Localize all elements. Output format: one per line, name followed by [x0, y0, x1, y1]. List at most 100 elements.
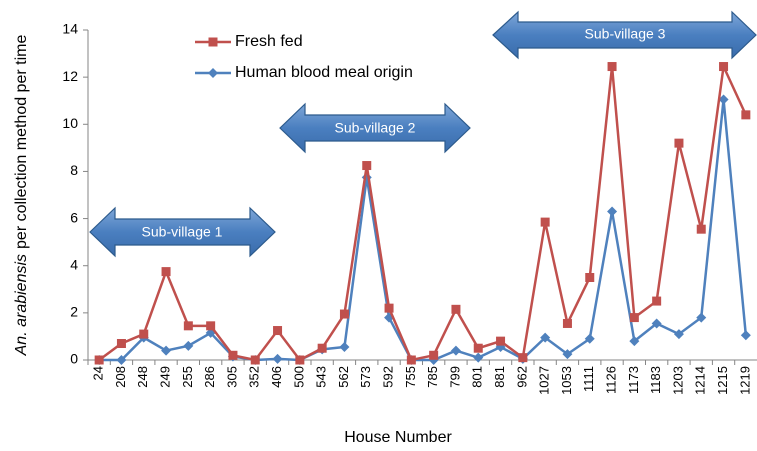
data-point: [183, 340, 194, 351]
y-axis-label-italic: An. arabiensis: [13, 254, 30, 356]
data-point: [161, 345, 172, 356]
x-tick-label: 248: [135, 366, 150, 388]
data-point: [228, 350, 238, 360]
data-point: [673, 329, 684, 340]
legend-label: Fresh fed: [235, 33, 303, 50]
data-point: [584, 333, 595, 344]
data-point: [651, 318, 662, 329]
data-point: [473, 352, 484, 363]
y-tick-label: 6: [70, 209, 78, 225]
x-tick-label: 286: [202, 366, 217, 388]
sub-village-arrow: Sub-village 1: [89, 206, 276, 258]
legend-label: Human blood meal origin: [235, 64, 413, 81]
x-tick-label: 255: [180, 366, 195, 388]
x-tick-label: 1203: [670, 366, 685, 395]
x-tick-label: 755: [403, 366, 418, 388]
data-point: [206, 321, 216, 331]
y-tick-label: 4: [70, 256, 78, 272]
data-point: [585, 273, 595, 282]
data-point: [450, 345, 461, 356]
x-tick-label: 1126: [603, 366, 618, 394]
data-point: [406, 355, 416, 365]
data-point: [696, 224, 706, 234]
x-tick-label: 500: [291, 366, 306, 388]
x-tick-label: 1027: [537, 366, 552, 395]
x-tick-label: 1053: [559, 366, 574, 395]
x-tick-label: 305: [224, 366, 239, 388]
data-point: [562, 318, 572, 328]
data-point: [562, 349, 573, 360]
data-point: [273, 326, 283, 336]
data-point: [696, 312, 707, 323]
x-tick-label: 1214: [693, 366, 708, 395]
x-tick-label: 208: [113, 366, 128, 388]
data-point: [384, 303, 394, 313]
data-point: [317, 343, 327, 353]
data-point: [362, 161, 372, 171]
data-point: [183, 321, 193, 331]
data-point: [339, 342, 350, 353]
x-axis-label: House Number: [344, 429, 452, 446]
annotation: Sub-village 1: [142, 224, 223, 240]
x-tick-label: 962: [514, 366, 529, 388]
x-tick-label: 1173: [626, 366, 641, 394]
x-tick-label: 406: [269, 366, 284, 388]
data-point: [540, 217, 550, 227]
y-tick-label: 8: [70, 162, 78, 178]
data-point: [629, 336, 640, 347]
x-tick-label: 1183: [648, 366, 663, 394]
data-point: [451, 304, 461, 314]
annotation: Sub-village 2: [335, 120, 416, 136]
data-point: [429, 350, 439, 360]
y-axis-label-rest: per collection method per time: [13, 35, 30, 249]
y-tick-label: 14: [62, 21, 78, 37]
x-tick-label: 799: [447, 366, 462, 388]
data-point: [116, 355, 127, 365]
data-point: [496, 336, 506, 346]
sub-village-arrow: Sub-village 3: [492, 10, 757, 60]
data-point: [741, 110, 751, 120]
x-tick-label: 801: [470, 366, 485, 388]
data-point: [94, 355, 104, 365]
y-tick-label: 12: [62, 68, 78, 84]
data-point: [250, 355, 260, 365]
data-point: [295, 355, 305, 365]
data-point: [161, 267, 171, 277]
data-point: [674, 138, 684, 148]
x-tick-label: 352: [247, 366, 262, 388]
series-line: [98, 62, 747, 362]
y-tick-label: 10: [62, 115, 78, 131]
y-tick-label: 2: [70, 304, 78, 320]
legend-marker: [208, 68, 218, 78]
data-point: [740, 330, 751, 341]
data-point: [473, 343, 483, 353]
x-tick-label: 543: [314, 366, 329, 388]
x-tick-label: 24: [91, 366, 106, 380]
x-tick-label: 785: [425, 366, 440, 388]
data-point: [339, 309, 349, 319]
data-point: [719, 62, 729, 72]
y-tick-label: 0: [70, 351, 78, 367]
data-point: [272, 353, 283, 364]
annotation: Sub-village 3: [585, 26, 666, 42]
data-point: [116, 339, 126, 348]
data-point: [718, 94, 729, 105]
x-tick-label: 1219: [737, 366, 752, 395]
data-point: [540, 332, 551, 343]
data-point: [139, 329, 149, 339]
data-point: [518, 353, 528, 363]
x-tick-label: 881: [492, 366, 507, 388]
y-axis-label: An. arabiensis per collection method per …: [13, 35, 30, 357]
x-tick-label: 249: [157, 366, 172, 388]
sub-village-arrow: Sub-village 2: [279, 102, 471, 154]
data-point: [607, 206, 618, 217]
x-tick-label: 1111: [581, 366, 596, 392]
data-point: [629, 313, 639, 323]
data-point: [652, 296, 662, 306]
x-tick-label: 592: [380, 366, 395, 388]
x-tick-label: 1215: [715, 366, 730, 395]
legend-marker: [208, 37, 218, 47]
x-tick-label: 562: [336, 366, 351, 388]
series-line: [99, 99, 748, 362]
